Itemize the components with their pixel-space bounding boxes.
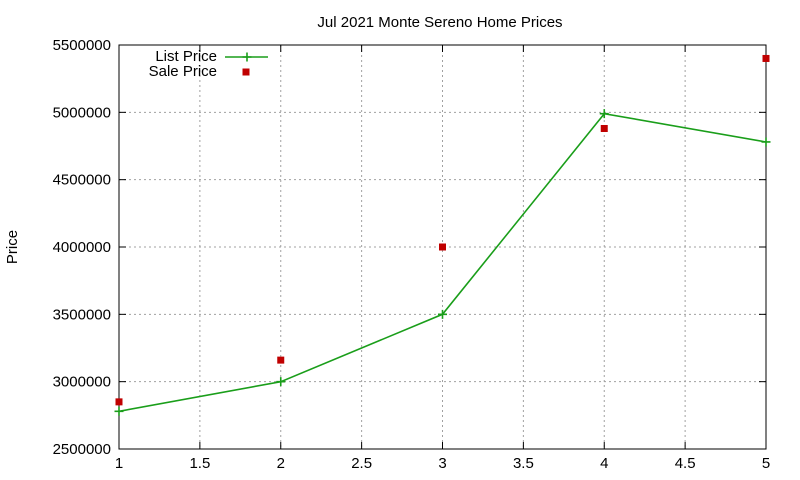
data-series	[114, 54, 771, 416]
list-price-point	[438, 309, 447, 319]
y-axis-label: Price	[4, 230, 21, 264]
x-tick-label: 2	[277, 455, 285, 472]
x-tick-label: 5	[762, 455, 770, 472]
legend: List Price Sale Price	[149, 48, 268, 80]
list-price-point	[761, 137, 771, 147]
x-tick-label: 2.5	[351, 455, 372, 472]
x-tick-label: 3	[438, 455, 446, 472]
chart-title: Jul 2021 Monte Sereno Home Prices	[317, 14, 562, 31]
x-tick-label: 3.5	[513, 455, 534, 472]
legend-marker-list-price	[242, 52, 252, 62]
y-tick-label: 2500000	[53, 441, 111, 458]
x-tick-label: 4	[600, 455, 608, 472]
y-tick-label: 4000000	[53, 239, 111, 256]
x-tick-label: 1	[115, 455, 123, 472]
x-tick-label: 4.5	[675, 455, 696, 472]
list-price-point	[114, 406, 124, 416]
sale-price-point	[600, 124, 608, 132]
y-tick-label: 3000000	[53, 374, 111, 391]
sale-price-point	[115, 398, 123, 406]
axis-ticks: 2500000 3000000 3500000 4000000 4500000 50000…	[53, 37, 771, 472]
legend-label-sale-price: Sale Price	[149, 63, 217, 80]
y-tick-label: 5000000	[53, 104, 111, 121]
y-tick-label: 4500000	[53, 172, 111, 189]
list-price-point	[599, 109, 609, 119]
y-tick-label: 3500000	[53, 306, 111, 323]
sale-price-point	[439, 243, 446, 251]
y-tick-label: 5500000	[53, 37, 111, 54]
x-tick-label: 1.5	[189, 455, 210, 472]
sale-price-point	[277, 356, 285, 364]
sale-price-point	[762, 54, 770, 62]
legend-marker-sale-price	[242, 68, 250, 76]
list-price-point	[276, 377, 286, 387]
legend-label-list-price: List Price	[155, 48, 217, 65]
